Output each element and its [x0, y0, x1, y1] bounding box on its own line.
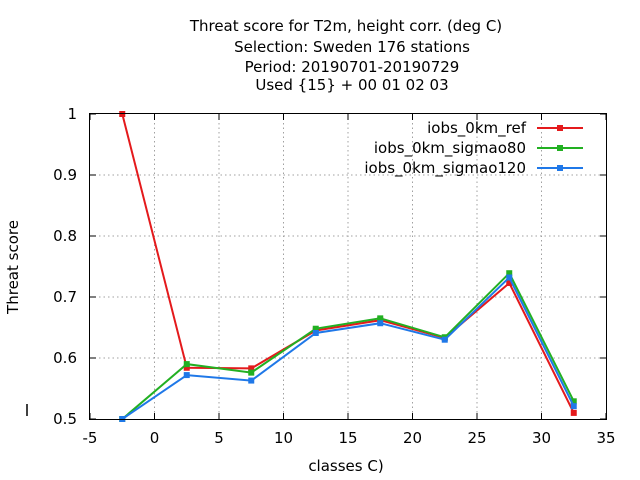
- grid-lines: [90, 114, 606, 419]
- legend-item: iobs_0km_ref: [427, 119, 583, 138]
- legend-label: iobs_0km_ref: [427, 119, 527, 138]
- y-axis-label: Threat score: [4, 220, 22, 315]
- y-tick-label: 0.8: [53, 227, 77, 245]
- data-point: [248, 377, 255, 384]
- y-tick-label: 0.5: [53, 410, 77, 428]
- data-point: [183, 364, 190, 371]
- legend-item: iobs_0km_sigmao120: [364, 159, 583, 178]
- data-point: [183, 361, 190, 368]
- data-point: [377, 320, 384, 327]
- legend-label: iobs_0km_sigmao80: [374, 139, 526, 158]
- x-tick-label: 20: [403, 429, 422, 447]
- data-point: [312, 325, 319, 332]
- title-line-4: Used {15} + 00 01 02 03: [255, 76, 448, 94]
- x-tick-label: 25: [467, 429, 486, 447]
- data-point: [570, 409, 577, 416]
- data-point: [506, 279, 513, 286]
- data-point: [441, 336, 448, 343]
- data-point: [570, 403, 577, 410]
- x-tick-label: 15: [338, 429, 357, 447]
- series-line: [121, 271, 575, 420]
- y-tick-label: 1: [67, 105, 77, 123]
- title-line-1: Threat score for T2m, height corr. (deg …: [189, 17, 502, 35]
- title-line-2: Selection: Sweden 176 stations: [234, 38, 470, 56]
- legend-swatch-point: [557, 125, 563, 131]
- series-line: [121, 275, 575, 420]
- title-line-3: Period: 20190701-20190729: [245, 58, 460, 76]
- x-tick-label: 35: [596, 429, 615, 447]
- y-tick-label: 0.9: [53, 166, 77, 184]
- series-line: [121, 113, 575, 414]
- legend: iobs_0km_refiobs_0km_sigmao80iobs_0km_si…: [364, 119, 583, 178]
- legend-swatch-point: [557, 165, 563, 171]
- data-point: [183, 372, 190, 379]
- series-lines: [119, 111, 577, 422]
- data-point: [506, 270, 513, 277]
- x-tick-label: 10: [274, 429, 293, 447]
- x-tick-label: 30: [532, 429, 551, 447]
- y-tick-label: 0.7: [53, 288, 77, 306]
- data-point: [248, 365, 255, 372]
- legend-item: iobs_0km_sigmao80: [374, 139, 583, 158]
- data-point: [248, 369, 255, 376]
- data-point: [506, 274, 513, 281]
- data-point: [377, 315, 384, 322]
- series-iobs_0km_sigmao80: [119, 270, 577, 422]
- legend-label: iobs_0km_sigmao120: [364, 159, 526, 178]
- y-tick-label: 0.6: [53, 349, 77, 367]
- x-tick-label: 0: [150, 429, 160, 447]
- axis-ticks: -5 0 5 10 15 20 25 30 35 0.5 0.6 0.7 0.8 0.9 1: [53, 105, 615, 447]
- x-tick-label: -5: [83, 429, 98, 447]
- chart-title: Threat score for T2m, height corr. (deg …: [189, 17, 502, 94]
- plot-frame: [89, 113, 607, 420]
- legend-swatch-point: [557, 145, 563, 151]
- x-tick-label: 5: [214, 429, 224, 447]
- data-point: [570, 398, 577, 405]
- x-axis-label: classes C): [308, 457, 383, 475]
- data-point: [312, 329, 319, 336]
